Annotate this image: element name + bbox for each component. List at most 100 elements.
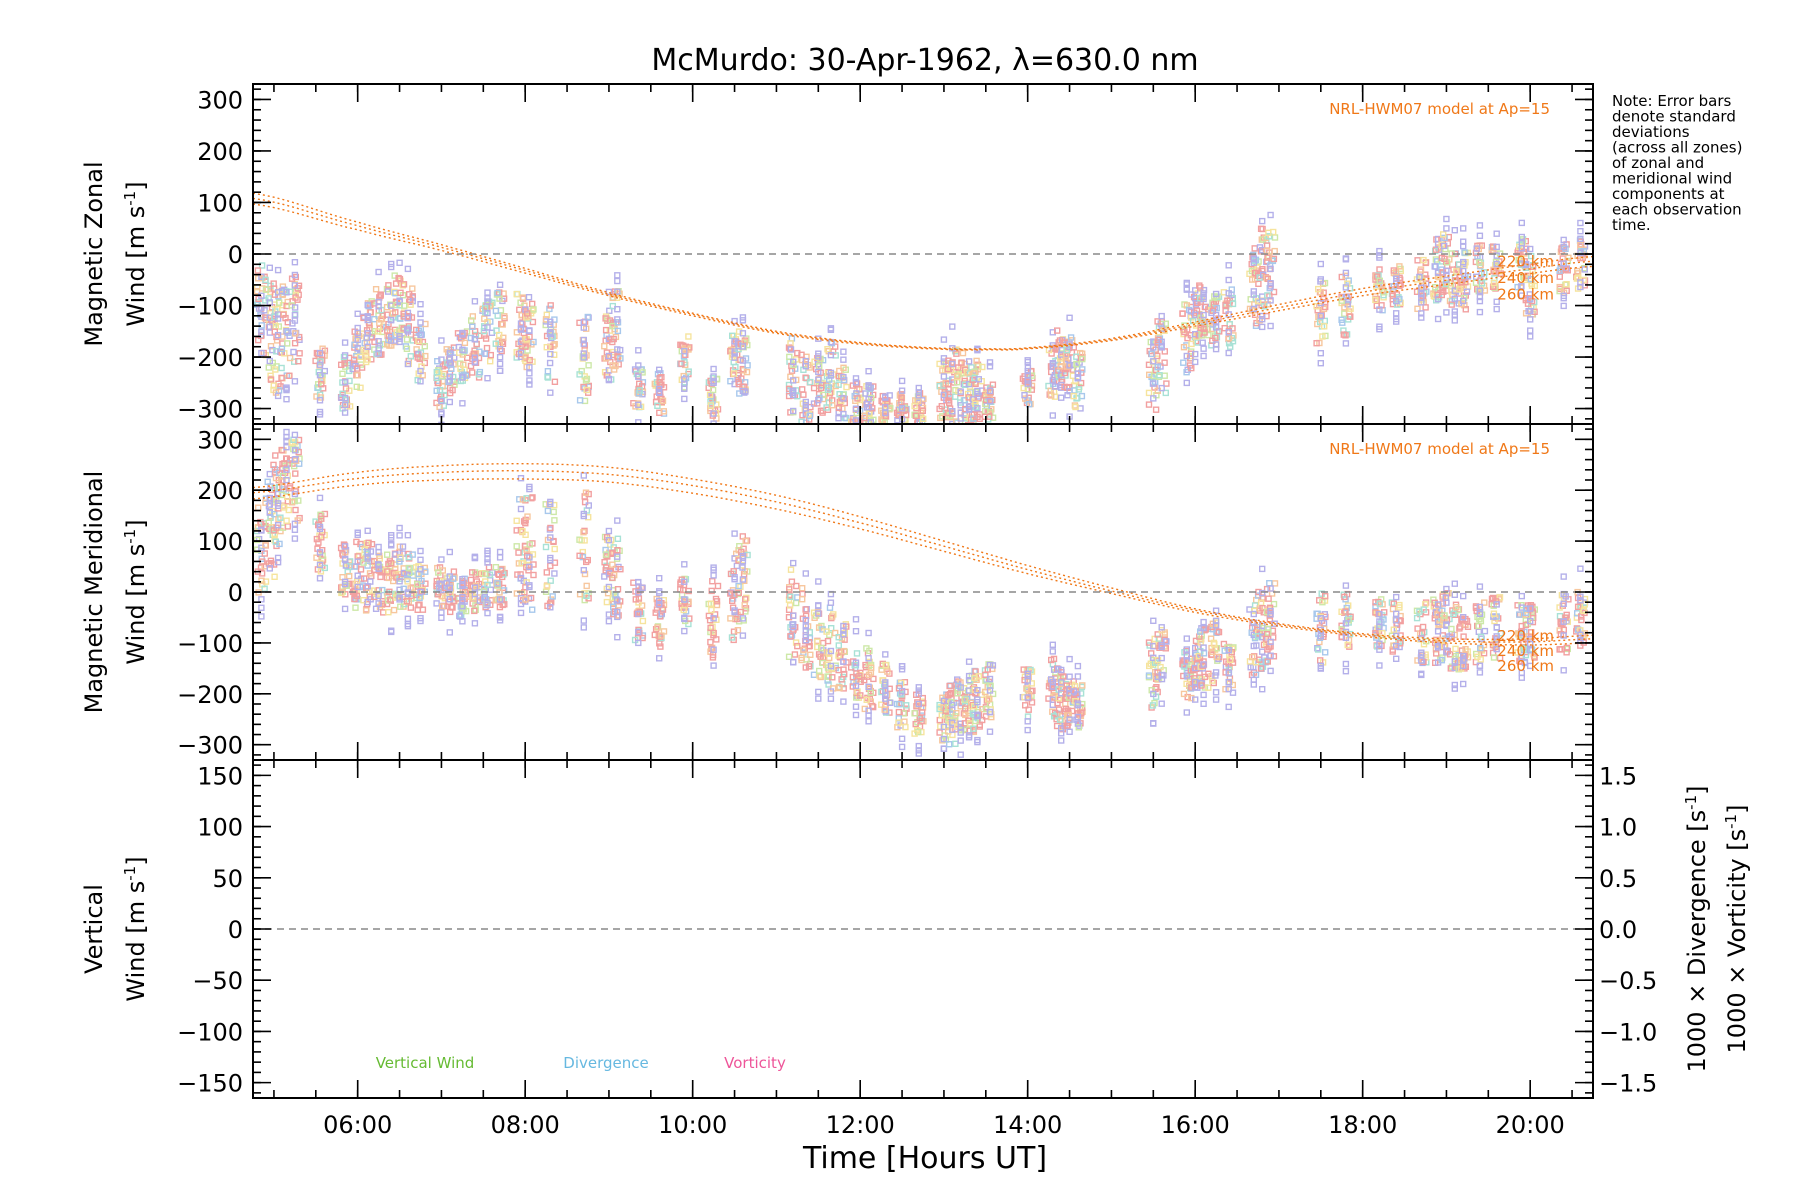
data-point — [1338, 316, 1345, 323]
data-column — [944, 323, 960, 424]
data-column — [798, 570, 814, 671]
data-point — [1074, 394, 1081, 402]
data-point — [1451, 308, 1459, 315]
data-point — [1581, 266, 1589, 273]
data-point — [1212, 345, 1220, 353]
data-point — [635, 595, 643, 602]
data-point — [615, 361, 622, 368]
data-point — [526, 541, 533, 548]
data-point — [1250, 642, 1258, 650]
data-point — [867, 689, 874, 696]
data-point — [1158, 641, 1165, 649]
data-point — [815, 688, 822, 696]
data-point — [654, 402, 661, 409]
data-point — [576, 371, 583, 378]
data-point — [986, 398, 994, 405]
data-point — [1342, 269, 1350, 277]
data-point — [940, 735, 948, 743]
data-point — [896, 701, 903, 708]
data-point — [341, 360, 348, 367]
data-point — [805, 663, 813, 670]
data-point — [283, 386, 290, 394]
data-column — [286, 259, 303, 385]
data-point — [832, 629, 839, 637]
data-point — [986, 363, 994, 370]
data-point — [852, 682, 860, 689]
data-point — [971, 674, 978, 682]
data-point — [517, 609, 525, 617]
data-point — [827, 647, 835, 655]
data-point — [1066, 673, 1073, 680]
data-point — [710, 572, 717, 579]
data-point — [371, 557, 378, 565]
data-point — [610, 609, 617, 616]
data-point — [1074, 713, 1082, 721]
data-point — [785, 381, 793, 389]
data-column — [412, 301, 429, 385]
data-point — [863, 696, 870, 703]
data-point — [264, 478, 271, 485]
data-point — [1200, 295, 1207, 303]
data-point — [707, 600, 715, 607]
data-point — [911, 710, 918, 717]
data-point — [941, 432, 946, 437]
data-point — [364, 527, 371, 534]
data-point — [800, 646, 807, 654]
data-point — [522, 343, 529, 350]
data-point — [840, 410, 847, 418]
data-point — [1314, 285, 1322, 293]
data-point — [945, 386, 952, 393]
data-point — [316, 549, 324, 556]
data-point — [1456, 286, 1463, 293]
data-point — [446, 350, 453, 357]
data-point — [1254, 298, 1262, 305]
data-point — [375, 562, 382, 569]
data-point — [1342, 660, 1350, 668]
data-point — [659, 397, 667, 404]
data-point — [576, 397, 584, 404]
data-point — [656, 601, 663, 608]
data-column — [492, 281, 508, 374]
data-point — [375, 298, 382, 306]
data-point — [471, 351, 478, 358]
data-point — [639, 617, 647, 625]
data-point — [1201, 303, 1209, 311]
data-column — [400, 532, 417, 630]
data-point — [802, 357, 809, 365]
data-point — [1257, 665, 1265, 672]
data-column — [312, 345, 329, 418]
data-point — [546, 305, 553, 313]
data-point — [711, 611, 719, 618]
data-point — [731, 354, 738, 361]
data-point — [857, 692, 864, 699]
data-point — [952, 393, 959, 400]
data-point — [353, 538, 360, 546]
data-point — [401, 569, 408, 577]
data-point — [390, 606, 398, 614]
data-point — [1024, 377, 1031, 384]
data-point — [1342, 332, 1349, 339]
data-point — [882, 687, 889, 695]
data-point — [341, 352, 349, 359]
data-point — [459, 594, 466, 601]
data-point — [469, 569, 476, 576]
data-point — [878, 666, 885, 673]
data-point — [1183, 369, 1190, 376]
data-point — [1200, 311, 1207, 319]
data-point — [602, 551, 610, 558]
data-point — [1577, 235, 1584, 243]
data-point — [825, 681, 832, 688]
data-point — [316, 372, 324, 379]
data-point — [635, 578, 642, 586]
data-point — [710, 615, 717, 622]
data-point — [433, 600, 440, 607]
data-point — [1524, 272, 1531, 279]
data-point — [1342, 668, 1350, 675]
data-point — [354, 529, 361, 536]
data-point — [354, 572, 361, 579]
data-point — [471, 358, 479, 365]
data-point — [342, 562, 350, 569]
data-point — [346, 572, 353, 580]
data-point — [739, 387, 747, 395]
